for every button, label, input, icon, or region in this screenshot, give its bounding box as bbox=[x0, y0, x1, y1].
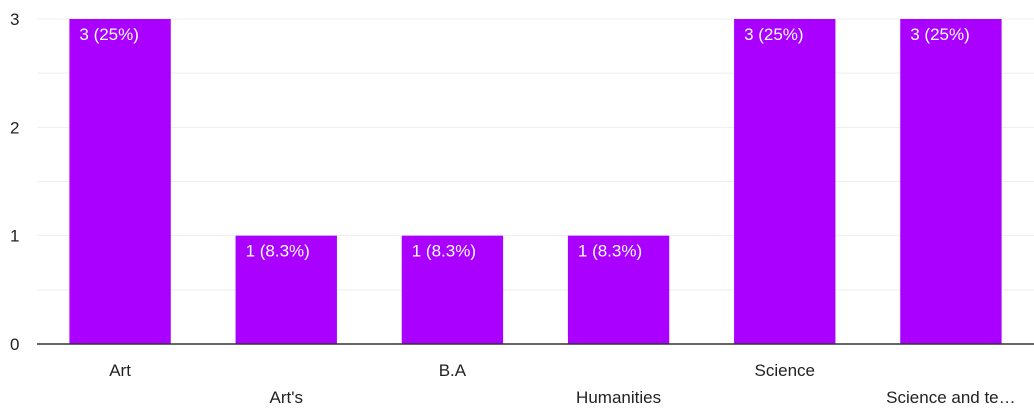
bar-data-label: 1 (8.3%) bbox=[246, 242, 310, 261]
category-label: Science and te… bbox=[886, 388, 1015, 407]
y-tick-label: 0 bbox=[10, 335, 19, 354]
bar bbox=[734, 19, 836, 344]
bar bbox=[235, 235, 337, 344]
category-labels: Art Art's B.A Humanities Science Science and … bbox=[109, 361, 1015, 407]
bar bbox=[401, 235, 504, 344]
bar-data-label: 1 (8.3%) bbox=[578, 242, 642, 261]
bar-data-label: 3 (25%) bbox=[79, 25, 139, 44]
category-label: B.A bbox=[439, 361, 467, 380]
category-label: Art bbox=[109, 361, 131, 380]
y-axis-ticks: 0 1 2 3 bbox=[10, 10, 19, 354]
category-label: Humanities bbox=[576, 388, 661, 407]
bar-data-labels: 3 (25%) 1 (8.3%) 1 (8.3%) 1 (8.3%) 3 (25%) 3 … bbox=[79, 25, 969, 261]
grid-lines bbox=[37, 18, 1034, 291]
y-tick-label: 3 bbox=[10, 10, 19, 29]
bar-data-label: 3 (25%) bbox=[744, 25, 804, 44]
category-label: Science bbox=[755, 361, 815, 380]
y-tick-label: 2 bbox=[10, 118, 19, 137]
bars bbox=[69, 19, 1002, 344]
category-label: Art's bbox=[270, 388, 303, 407]
y-tick-label: 1 bbox=[10, 227, 19, 246]
bar-data-label: 1 (8.3%) bbox=[412, 242, 476, 261]
bar bbox=[900, 19, 1002, 344]
bar-data-label: 3 (25%) bbox=[910, 25, 970, 44]
bar bbox=[69, 19, 171, 344]
bar bbox=[567, 235, 670, 344]
